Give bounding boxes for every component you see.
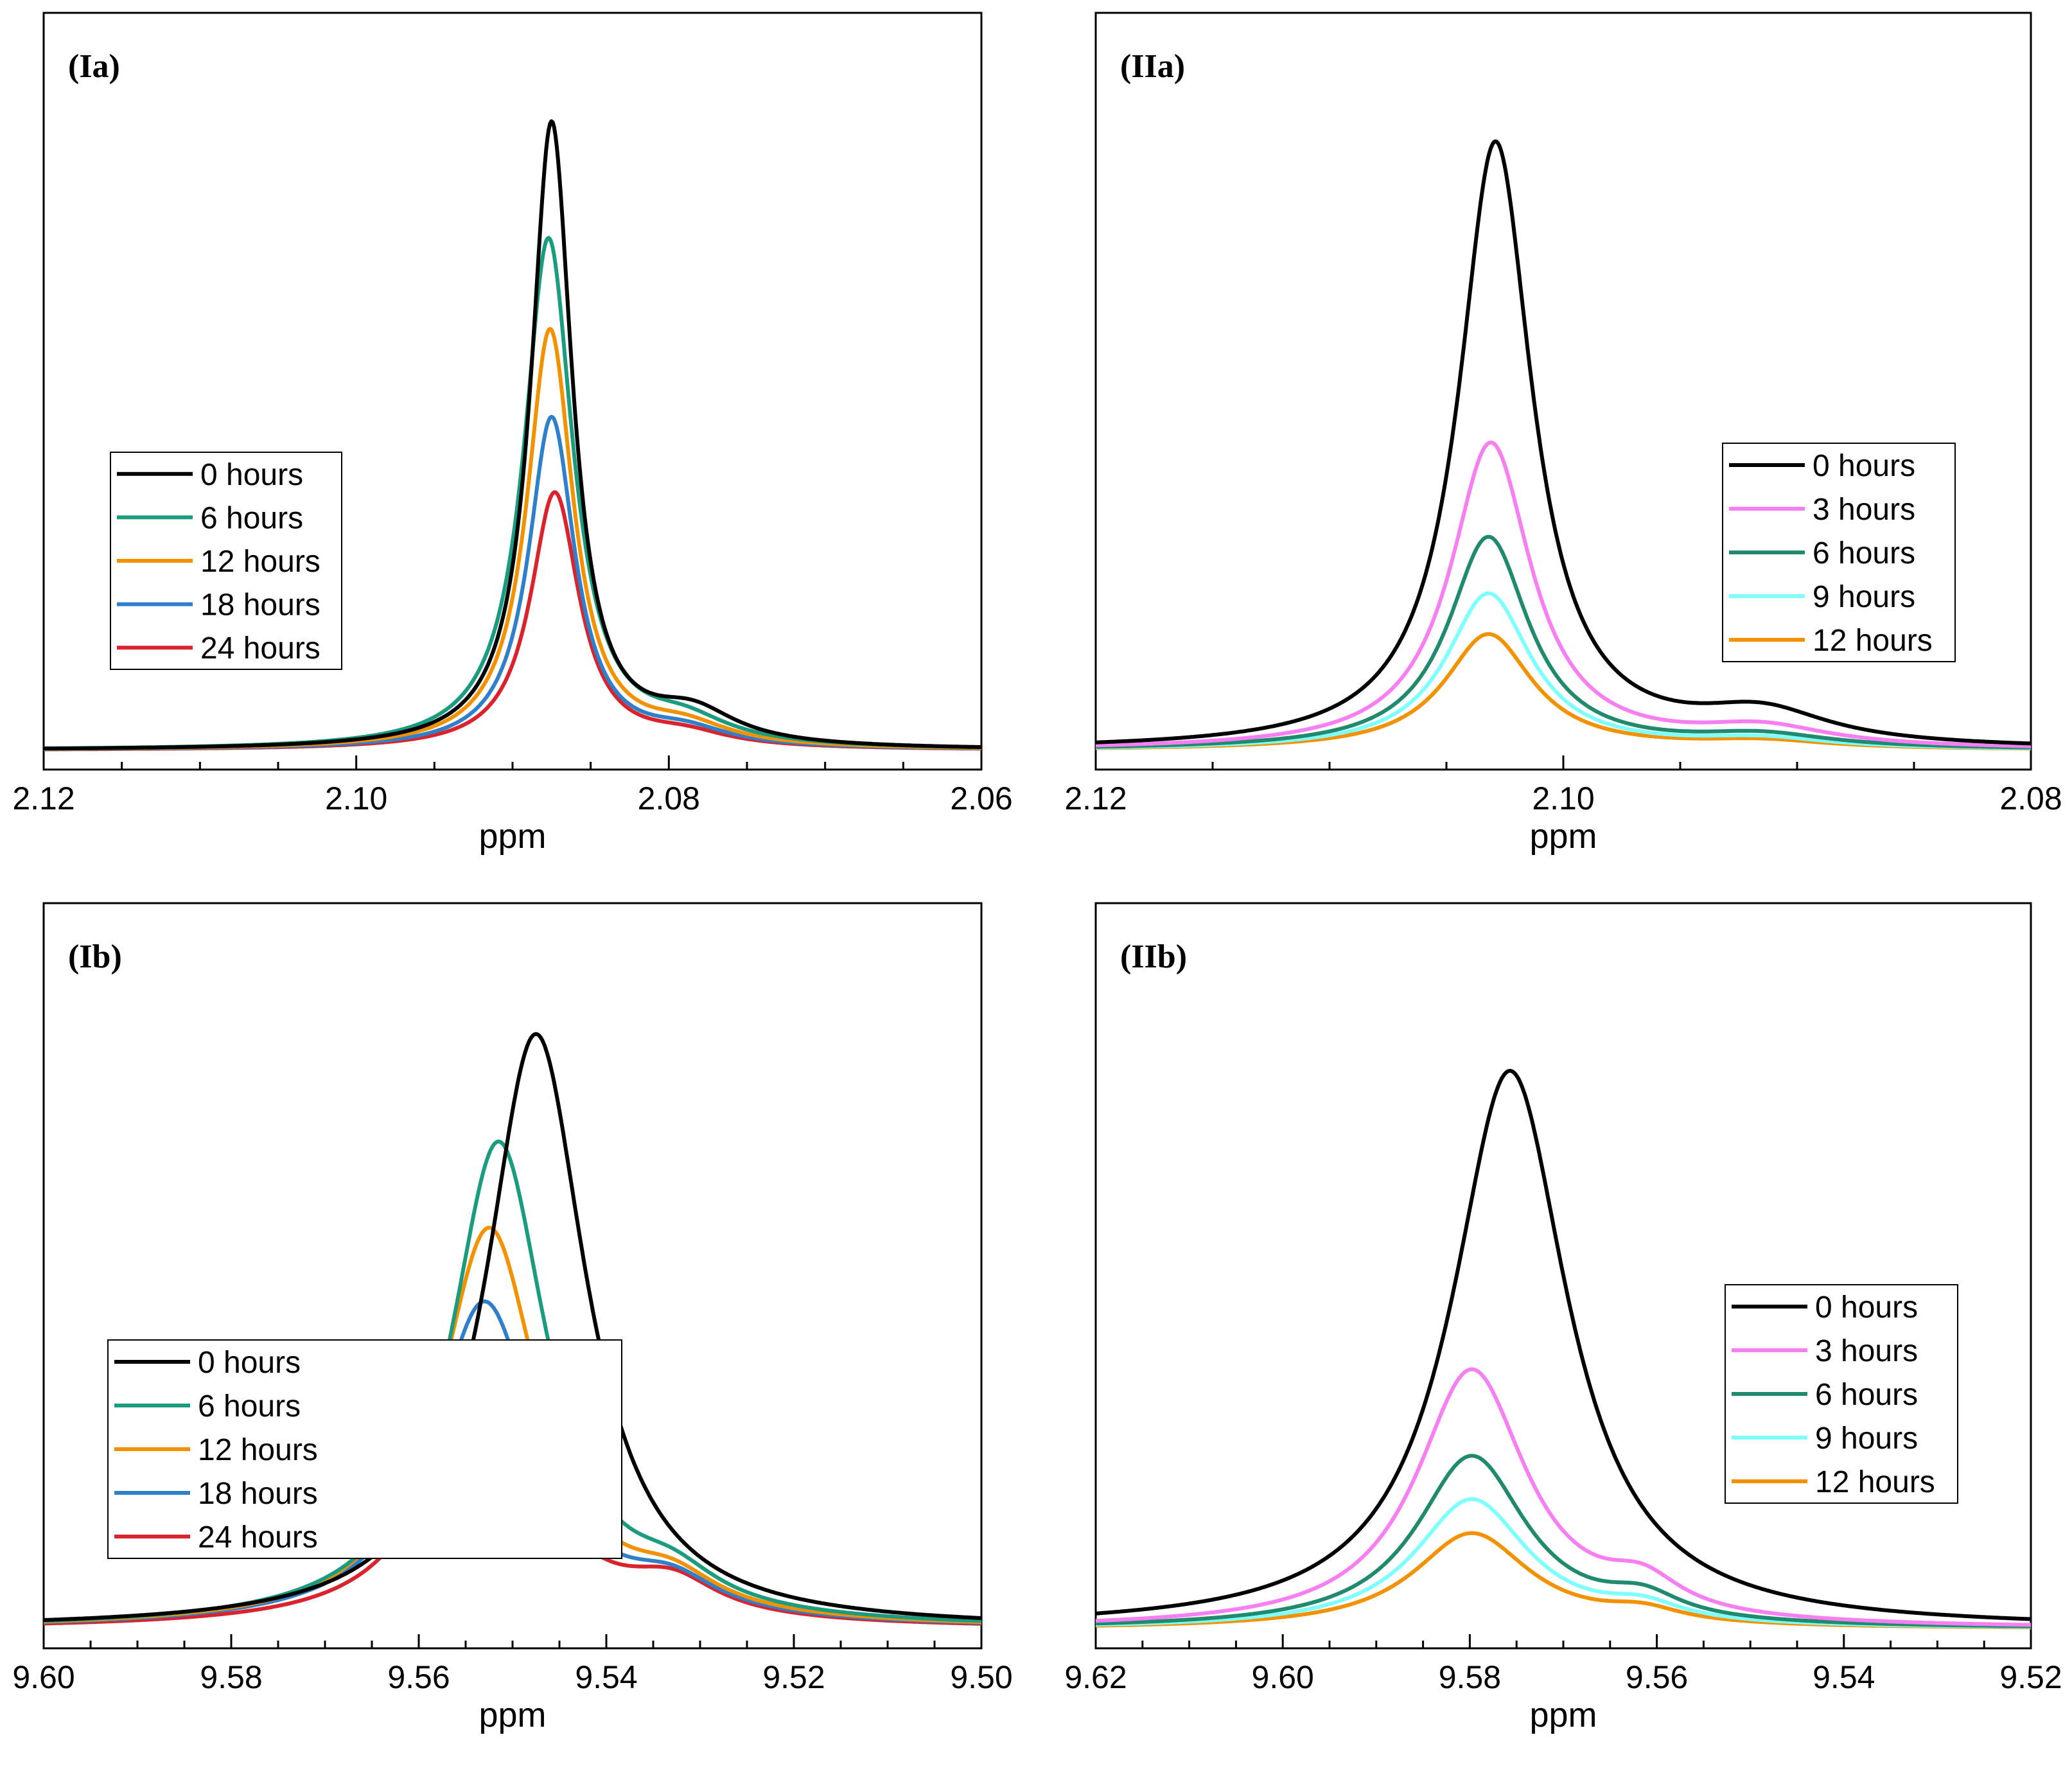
x-tick-label: 9.58 <box>1439 1659 1501 1695</box>
legend-entry-label: 18 hours <box>198 1477 318 1511</box>
series-line-0-hours <box>1095 139 2032 746</box>
series-line-6-hours <box>1095 534 2032 750</box>
legend-entry-label: 12 hours <box>200 545 320 579</box>
x-tick-label: 9.58 <box>200 1659 262 1695</box>
legend: 0 hours 6 hours 12 hours 18 hours 24 hours <box>107 1339 622 1559</box>
x-axis-label: ppm <box>1529 1696 1597 1734</box>
legend-entry-label: 9 hours <box>1815 1422 1918 1456</box>
x-axis-label: ppm <box>478 817 546 856</box>
x-tick-label: 9.54 <box>1813 1659 1875 1695</box>
legend-entry-label: 24 hours <box>198 1520 318 1555</box>
x-axis-label: ppm <box>478 1696 546 1734</box>
x-tick-label: 9.52 <box>762 1659 825 1695</box>
x-tick-label: 2.12 <box>1064 780 1127 816</box>
legend-entry-label: 12 hours <box>1815 1465 1935 1499</box>
chart-panel-Ib: 9.60 9.58 9.56 9.54 9.52 9.50 ppm (Ib) 0 hours 6 … <box>12 902 1013 1734</box>
chart-panel-IIa: 2.12 2.10 2.08 ppm (IIa) 0 hours 3 hours 6 hour… <box>1064 12 2062 856</box>
x-tick-label: 2.06 <box>950 780 1012 816</box>
panel-label: (Ib) <box>68 938 122 975</box>
x-tick-label: 9.60 <box>12 1659 75 1695</box>
panel-label: (IIb) <box>1120 938 1187 975</box>
legend-entry-label: 12 hours <box>198 1433 318 1467</box>
series-line-0-hours <box>1095 1069 2032 1621</box>
x-tick-label: 2.12 <box>12 780 75 816</box>
legend: 0 hours 3 hours 6 hours 9 hours 12 hours <box>1722 443 1956 662</box>
legend-entry-label: 24 hours <box>200 631 320 665</box>
x-tick-label: 9.52 <box>1999 1659 2062 1695</box>
legend-entry-label: 0 hours <box>200 458 303 492</box>
series-group <box>43 119 982 752</box>
legend-entry-label: 3 hours <box>1813 493 1915 527</box>
legend-entry-label: 18 hours <box>200 588 320 622</box>
legend-entry-label: 6 hours <box>198 1389 301 1423</box>
series-line-3-hours <box>1095 440 2032 748</box>
series-line-3-hours <box>1095 1367 2032 1627</box>
legend-entry-label: 12 hours <box>1813 624 1933 658</box>
series-line-0-hours <box>43 1032 982 1622</box>
x-tick-label: 9.62 <box>1064 1659 1127 1695</box>
chart-panel-IIb: 9.62 9.60 9.58 9.56 9.54 9.52 ppm (IIb) 0 hours 3… <box>1064 902 2062 1734</box>
series-line-0-hours <box>43 119 982 751</box>
x-tick-label: 2.08 <box>1999 780 2062 816</box>
x-tick-label: 9.56 <box>1626 1659 1688 1695</box>
legend-entry-label: 0 hours <box>1813 449 1915 483</box>
panel-label: (Ia) <box>68 48 120 85</box>
legend-entry-label: 0 hours <box>1815 1291 1918 1325</box>
x-tick-label: 9.60 <box>1252 1659 1314 1695</box>
legend: 0 hours 3 hours 6 hours 9 hours 12 hours <box>1725 1284 1958 1504</box>
legend-entry-label: 0 hours <box>198 1346 301 1380</box>
panel-label: (IIa) <box>1120 48 1185 85</box>
series-group <box>1095 1069 2032 1630</box>
chart-panel-Ia: 2.12 2.10 2.08 2.06 ppm (Ia) 0 hours 6 hours 12 … <box>12 12 1013 856</box>
legend-box <box>107 1339 622 1559</box>
x-tick-label: 2.10 <box>325 780 387 816</box>
legend-entry-label: 9 hours <box>1813 580 1915 614</box>
series-group <box>1095 139 2032 751</box>
legend-entry-label: 6 hours <box>1813 536 1915 570</box>
series-group <box>43 1032 982 1626</box>
series-line-6-hours <box>1095 1454 2032 1628</box>
legend-entry-label: 6 hours <box>1815 1378 1918 1412</box>
x-tick-label: 9.54 <box>575 1659 637 1695</box>
x-tick-label: 2.10 <box>1532 780 1594 816</box>
legend-entry-label: 3 hours <box>1815 1334 1918 1368</box>
legend: 0 hours 6 hours 12 hours 18 hours 24 hours <box>110 452 342 670</box>
x-axis-label: ppm <box>1529 817 1597 856</box>
x-tick-label: 9.50 <box>950 1659 1012 1695</box>
x-tick-label: 2.08 <box>638 780 700 816</box>
legend-entry-label: 6 hours <box>200 501 303 535</box>
x-tick-label: 9.56 <box>387 1659 450 1695</box>
